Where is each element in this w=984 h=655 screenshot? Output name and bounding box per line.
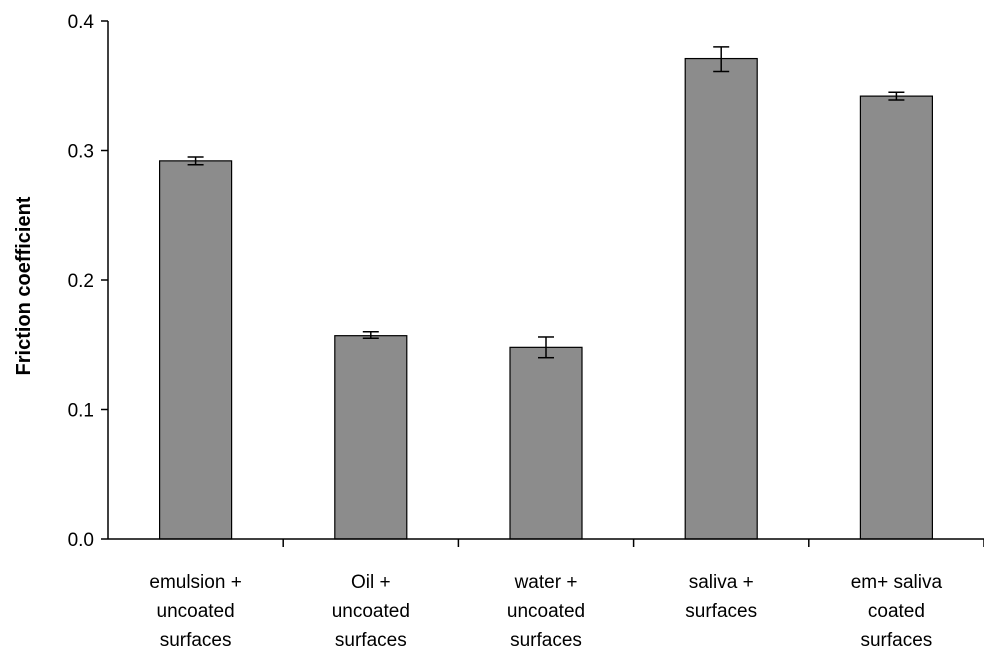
y-tick-label: 0.1 xyxy=(68,401,94,422)
category-label-line: surfaces xyxy=(685,601,757,622)
y-axis-title: Friction coefficient xyxy=(13,196,35,375)
bar xyxy=(859,95,934,540)
bars xyxy=(159,57,934,540)
y-tick-label: 0.0 xyxy=(68,530,94,551)
category-label-line: em+ saliva xyxy=(851,572,943,593)
y-tick-label: 0.3 xyxy=(68,142,94,163)
category-label-line: water + xyxy=(514,572,578,593)
y-tick-label: 0.2 xyxy=(68,271,94,292)
category-label: water + uncoated surfaces xyxy=(507,572,585,651)
category-label: saliva + surfaces xyxy=(685,572,757,622)
category-label-line: coated xyxy=(868,601,925,622)
category-label-line: surfaces xyxy=(860,630,932,651)
bar xyxy=(334,335,408,540)
category-label-line: surfaces xyxy=(335,630,407,651)
category-label-line: uncoated xyxy=(157,601,235,622)
category-label-line: saliva + xyxy=(689,572,754,593)
axes xyxy=(101,20,984,547)
category-label-line: uncoated xyxy=(332,601,410,622)
bar xyxy=(509,346,583,540)
category-label-line: surfaces xyxy=(160,630,232,651)
y-tick-label: 0.4 xyxy=(68,12,95,33)
category-label-line: emulsion + xyxy=(149,572,241,593)
y-tick-labels: 0.0 0.1 0.2 0.3 0.4 xyxy=(68,12,95,551)
bar xyxy=(684,57,758,540)
category-label-line: surfaces xyxy=(510,630,582,651)
category-labels: emulsion + uncoated surfaces Oil + uncoated s… xyxy=(149,572,942,651)
category-label: emulsion + uncoated surfaces xyxy=(149,572,241,651)
category-label: em+ saliva coated surfaces xyxy=(851,572,943,651)
category-label-line: uncoated xyxy=(507,601,585,622)
error-bars xyxy=(187,46,905,359)
category-label-line: Oil + xyxy=(351,572,391,593)
bar xyxy=(159,160,233,540)
category-label: Oil + uncoated surfaces xyxy=(332,572,410,651)
